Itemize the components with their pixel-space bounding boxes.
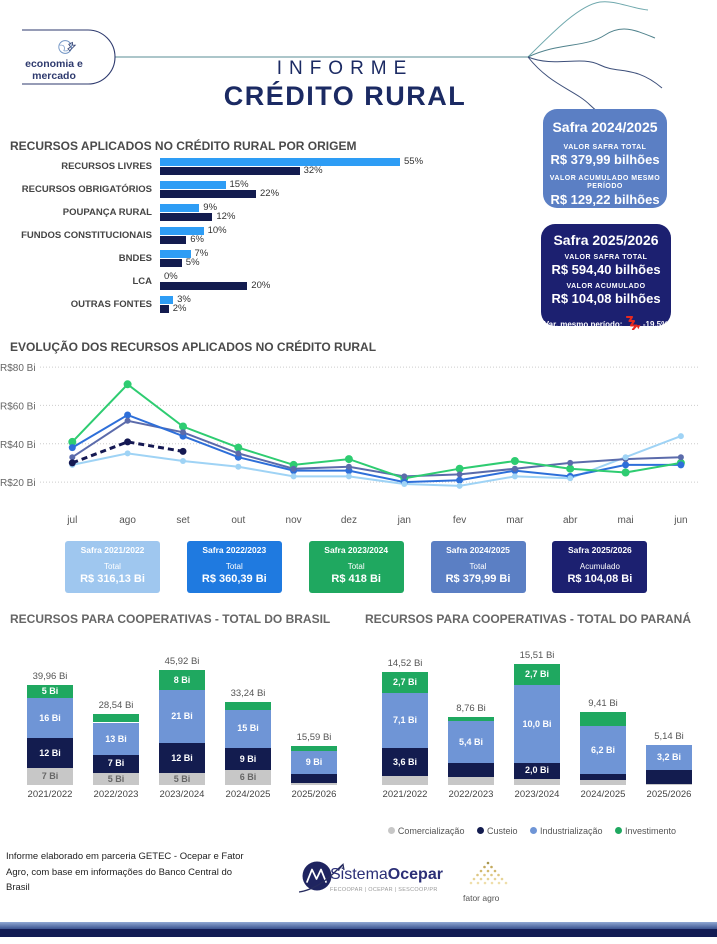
svg-text:jul: jul: [66, 515, 77, 526]
svg-text:dez: dez: [341, 515, 357, 526]
svg-text:mar: mar: [506, 515, 524, 526]
svg-text:R$80 Bi: R$80 Bi: [0, 363, 36, 374]
svg-text:nov: nov: [286, 515, 302, 526]
svg-text:ago: ago: [119, 515, 136, 526]
svg-text:jan: jan: [397, 515, 411, 526]
svg-text:R$60 Bi: R$60 Bi: [0, 401, 36, 412]
svg-text:out: out: [231, 515, 245, 526]
svg-text:jun: jun: [673, 515, 687, 526]
svg-text:R$20 Bi: R$20 Bi: [0, 478, 36, 489]
svg-text:set: set: [176, 515, 190, 526]
svg-text:abr: abr: [563, 515, 578, 526]
svg-text:fev: fev: [453, 515, 466, 526]
svg-text:R$40 Bi: R$40 Bi: [0, 440, 36, 451]
svg-text:mai: mai: [618, 515, 634, 526]
